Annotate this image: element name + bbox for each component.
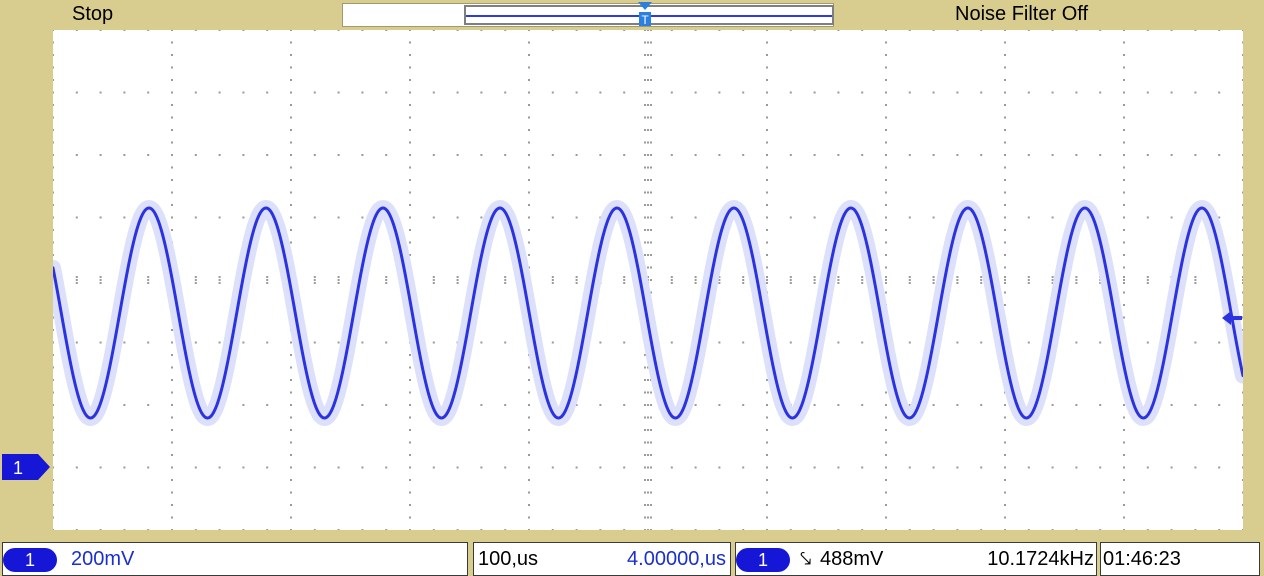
- waveform-display[interactable]: [53, 30, 1243, 530]
- channel-1-ground-marker[interactable]: 1: [2, 454, 50, 480]
- waveform-glow: [53, 200, 1243, 426]
- settings-bar: 1 200mV 100,us 4.00000,us 1 ⤥ 488mV 10.1…: [0, 538, 1264, 576]
- noise-filter-status: Noise Filter Off: [955, 3, 1088, 25]
- timebase-panel[interactable]: 100,us 4.00000,us: [473, 542, 731, 576]
- trigger-slope-icon: ⤥: [800, 548, 812, 570]
- trigger-source-badge: 1: [736, 548, 790, 572]
- memory-bar: [342, 3, 834, 27]
- frequency-readout: 10.1724kHz: [987, 548, 1094, 570]
- status-bar: Stop T Noise Filter Off: [0, 0, 1264, 30]
- timebase-scale: 100,us: [478, 548, 539, 570]
- trigger-level: 488mV: [820, 548, 884, 570]
- timebase-delay: 4.00000,us: [627, 548, 726, 570]
- channel-panel[interactable]: 1 200mV: [2, 542, 468, 576]
- clock-time: 01:46:23: [1103, 548, 1181, 570]
- clock-panel: 01:46:23: [1100, 542, 1260, 576]
- trigger-position-icon: T: [638, 2, 652, 27]
- run-status: Stop: [72, 3, 114, 25]
- channel-scale: 200mV: [71, 548, 135, 570]
- svg-text:T: T: [641, 13, 649, 27]
- channel-1-waveform: [53, 206, 1243, 420]
- trigger-panel[interactable]: 1 ⤥ 488mV 10.1724kHz: [735, 542, 1097, 576]
- trigger-level-arrow-icon[interactable]: [1222, 309, 1242, 327]
- channel-badge: 1: [3, 548, 57, 572]
- svg-text:1: 1: [13, 458, 23, 478]
